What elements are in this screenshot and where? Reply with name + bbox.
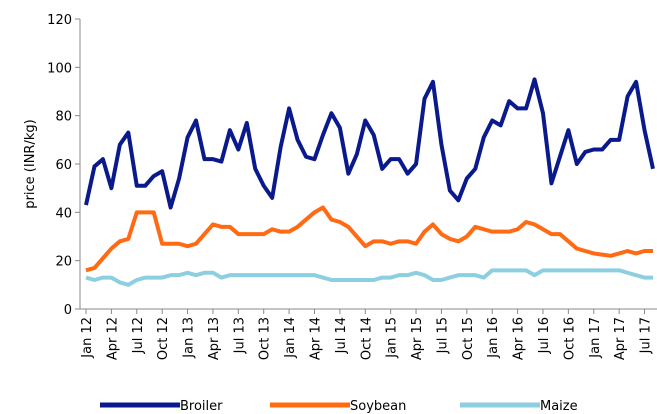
x-tick-label: Jan 17 — [588, 317, 603, 359]
x-tick-label: Oct 12 — [156, 317, 171, 360]
y-tick-label: 0 — [64, 303, 72, 318]
x-tick-label: Oct 15 — [461, 317, 476, 360]
x-tick-label: Apr 13 — [207, 317, 222, 360]
series-line — [85, 268, 653, 287]
x-tick-label: Oct 13 — [258, 317, 273, 360]
y-tick-label: 20 — [55, 255, 72, 270]
series-line — [85, 205, 653, 273]
y-tick-label: 40 — [55, 206, 72, 221]
y-tick-label: 80 — [55, 110, 72, 125]
y-axis-label: price (INR/kg) — [23, 119, 38, 208]
x-tick-label: Apr 15 — [410, 317, 425, 360]
legend-label: Soybean — [350, 399, 406, 414]
x-tick-label: Jul 13 — [232, 317, 247, 354]
y-tick-label: 60 — [55, 158, 72, 173]
y-tick-label: 120 — [47, 13, 72, 28]
y-tick-label: 100 — [47, 61, 72, 76]
x-tick-label: Jan 16 — [486, 317, 501, 359]
x-tick-label: Jan 15 — [385, 317, 400, 359]
x-tick-label: Oct 16 — [562, 317, 577, 360]
x-tick-label: Apr 14 — [308, 317, 323, 360]
x-tick-label: Oct 14 — [359, 317, 374, 360]
x-tick-label: Jan 12 — [80, 317, 95, 359]
x-tick-label: Apr 12 — [105, 317, 120, 360]
x-tick-label: Jul 12 — [131, 317, 146, 354]
x-tick-label: Jul 16 — [537, 317, 552, 354]
x-tick-label: Apr 17 — [613, 317, 628, 360]
x-tick-label: Jan 14 — [283, 317, 298, 359]
x-tick-label: Jul 17 — [639, 317, 654, 354]
series-line — [84, 77, 655, 210]
x-tick-label: Jul 14 — [334, 317, 349, 354]
x-tick-label: Jul 15 — [435, 317, 450, 354]
legend-label: Maize — [540, 399, 578, 414]
legend-label: Broiler — [180, 399, 223, 414]
x-tick-label: Apr 16 — [512, 317, 527, 360]
x-tick-label: Jan 13 — [182, 317, 197, 359]
